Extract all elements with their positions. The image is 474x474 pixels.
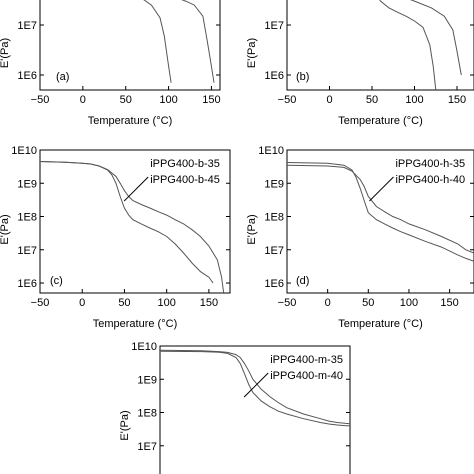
y-tick-label: 1E6 xyxy=(17,70,37,82)
legend-entry-2: iPPG400-b-45 xyxy=(150,174,220,186)
x-tick-label: 0 xyxy=(326,94,332,106)
x-tick-label: 150 xyxy=(448,94,466,106)
y-tick-label: 1E10 xyxy=(11,145,37,157)
legend-entry-1: iPPG400-m-35 xyxy=(270,354,343,366)
legend-leader-line xyxy=(243,372,269,398)
legend-entry-2: iPPG400-h-40 xyxy=(395,174,465,186)
panel-2: 1E6 1E7 −50 0 50 100 150 E'(Pa) Temperature (°C)… xyxy=(246,0,474,127)
series-line-2 xyxy=(160,349,350,425)
series-line-2 xyxy=(181,0,215,83)
x-tick-label: 0 xyxy=(80,94,86,106)
x-tick-label: 50 xyxy=(366,94,378,106)
x-tick-label: −50 xyxy=(278,94,297,106)
x-axis-label: Temperature (°C) xyxy=(88,115,172,127)
y-tick-label: 1E9 xyxy=(264,178,284,190)
series-line-2 xyxy=(40,161,225,293)
y-axis-label: E'(Pa) xyxy=(246,214,258,244)
legend-leader-line xyxy=(369,176,394,202)
x-tick-label: 100 xyxy=(400,297,418,309)
plot-frame xyxy=(39,149,231,294)
plot-frame xyxy=(286,0,474,91)
x-tick-label: 50 xyxy=(120,94,132,106)
series-line-2 xyxy=(410,0,462,76)
x-tick-label: −50 xyxy=(278,297,297,309)
x-tick-label: 100 xyxy=(405,94,423,106)
x-tick-label: 100 xyxy=(159,94,177,106)
x-axis-label: Temperature (°C) xyxy=(338,318,422,330)
y-tick-label: 1E8 xyxy=(17,212,37,224)
plot-frame xyxy=(39,0,221,91)
y-tick-label: 1E10 xyxy=(131,341,157,353)
x-tick-label: 0 xyxy=(79,297,85,309)
legend-leader-line xyxy=(123,176,149,202)
series-line-1 xyxy=(379,0,437,90)
panel-label: (a) xyxy=(56,71,69,83)
series-line-1 xyxy=(160,350,350,427)
y-tick-label: 1E7 xyxy=(17,20,37,32)
y-axis-label: E'(Pa) xyxy=(0,38,11,68)
series-line-2 xyxy=(287,164,474,254)
y-tick-label: 1E10 xyxy=(258,145,284,157)
plot-frame xyxy=(286,149,474,294)
x-axis-label: Temperature (°C) xyxy=(338,115,422,127)
y-tick-label: 1E9 xyxy=(137,374,157,386)
series-line-1 xyxy=(287,162,474,262)
panel-4: 1E6 1E7 1E8 1E9 1E10 −50 0 50 100 150 E'(Pa) Temper… xyxy=(246,145,474,330)
y-axis-label: E'(Pa) xyxy=(246,38,258,68)
panel-label: (c) xyxy=(50,275,63,287)
y-tick-label: 1E9 xyxy=(17,178,37,190)
series-line-1 xyxy=(143,0,172,83)
x-tick-label: −50 xyxy=(31,297,50,309)
x-tick-label: 150 xyxy=(200,297,218,309)
x-tick-label: 50 xyxy=(362,297,374,309)
y-tick-label: 1E6 xyxy=(264,70,284,82)
y-tick-label: 1E7 xyxy=(264,20,284,32)
panel-label: (d) xyxy=(296,275,309,287)
legend-entry-1: iPPG400-h-35 xyxy=(395,158,465,170)
y-tick-label: 1E7 xyxy=(137,441,157,453)
x-tick-label: −50 xyxy=(31,94,50,106)
y-tick-label: 1E6 xyxy=(17,278,37,290)
plot-frame xyxy=(159,345,351,474)
y-tick-label: 1E8 xyxy=(137,408,157,420)
x-tick-label: 0 xyxy=(325,297,331,309)
panel-3: 1E6 1E7 1E8 1E9 1E10 −50 0 50 100 150 E'(Pa) Temper… xyxy=(0,145,231,330)
x-tick-label: 150 xyxy=(440,297,458,309)
x-axis-label: Temperature (°C) xyxy=(93,318,177,330)
legend-entry-2: iPPG400-m-40 xyxy=(270,370,343,382)
panel-label: (b) xyxy=(296,71,309,83)
x-tick-label: 50 xyxy=(118,297,130,309)
y-axis-label: E'(Pa) xyxy=(119,410,131,440)
y-tick-label: 1E7 xyxy=(17,245,37,257)
y-tick-label: 1E8 xyxy=(264,212,284,224)
x-tick-label: 100 xyxy=(157,297,175,309)
y-axis-label: E'(Pa) xyxy=(0,214,11,244)
y-tick-label: 1E6 xyxy=(264,278,284,290)
legend-entry-1: iPPG400-b-35 xyxy=(150,158,220,170)
y-tick-label: 1E7 xyxy=(264,245,284,257)
panel-1: 1E6 1E7 −50 0 50 100 150 E'(Pa) Temperature (°C)… xyxy=(0,0,221,127)
panel-5: 1E7 1E8 1E9 1E10 E'(Pa) iPPG400-m-35 iPPG400-m… xyxy=(119,341,351,474)
x-tick-label: 150 xyxy=(202,94,220,106)
